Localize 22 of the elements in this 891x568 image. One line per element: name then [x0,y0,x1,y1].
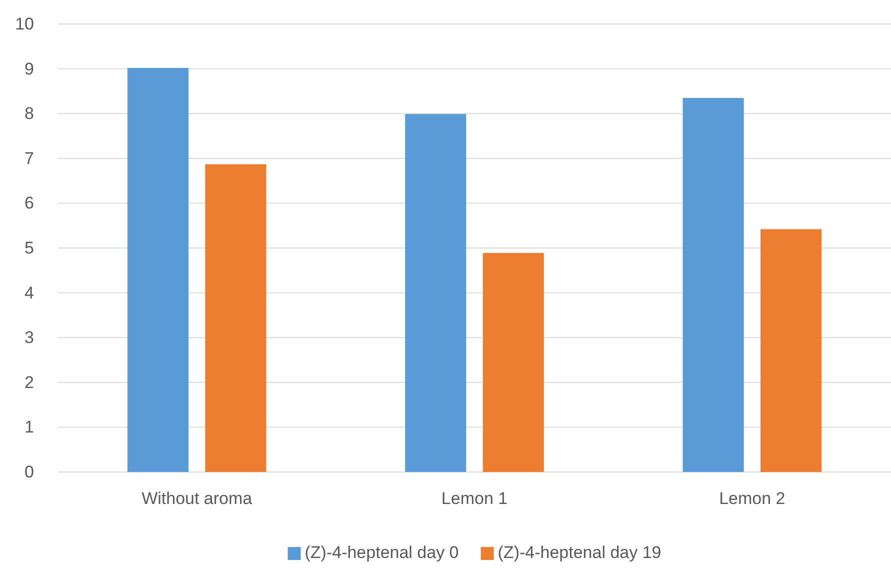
bar [682,98,744,472]
y-tick-label: 9 [24,59,34,78]
x-tick-label: Lemon 2 [719,489,786,508]
y-tick-label: 4 [24,283,34,302]
bar [205,164,266,472]
x-tick-label: Lemon 1 [441,489,508,508]
y-tick-label: 2 [24,372,34,392]
legend-label: (Z)-4-heptenal day 0 [304,543,459,562]
y-tick-label: 8 [24,104,34,124]
y-tick-label: 10 [15,14,34,34]
x-tick-label: Without aroma [142,489,253,508]
y-tick-label: 7 [24,148,34,168]
y-tick-label: 6 [24,194,34,213]
y-tick-label: 1 [24,418,34,437]
y-tick-label: 3 [24,328,34,348]
y-tick-label: 0 [24,462,34,482]
bar [482,252,544,472]
bar [127,68,189,472]
bar [405,114,466,472]
bar [760,229,822,472]
legend-label: (Z)-4-heptenal day 19 [498,543,662,562]
y-tick-label: 5 [24,238,34,258]
